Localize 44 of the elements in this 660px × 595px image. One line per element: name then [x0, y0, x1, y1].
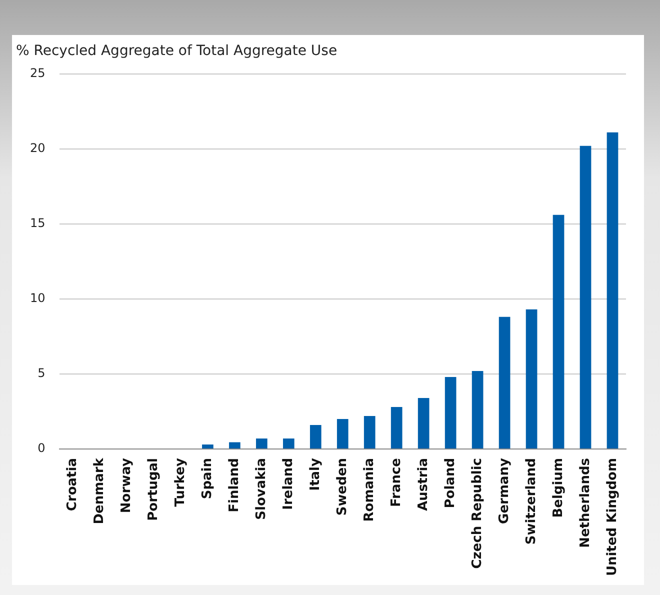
bar — [498, 316, 510, 448]
bar — [202, 444, 214, 448]
bar — [580, 146, 592, 448]
y-tick-label: 25 — [30, 66, 46, 80]
x-tick-label: Netherlands — [578, 458, 593, 548]
x-tick-label: Germany — [496, 457, 512, 524]
y-tick-label: 20 — [30, 140, 46, 155]
y-tick-label: 0 — [38, 441, 46, 456]
bar — [526, 309, 538, 448]
y-tick-label: 5 — [38, 366, 46, 380]
x-tick-label: Portugal — [146, 458, 162, 521]
bar — [390, 406, 402, 448]
bar — [229, 442, 240, 448]
bar — [444, 376, 456, 448]
x-tick-label: Romania — [362, 458, 377, 522]
bar — [472, 370, 484, 448]
x-tick-label: Switzerland — [524, 458, 539, 545]
bar — [418, 398, 430, 448]
x-tick-label: Spain — [200, 458, 216, 500]
x-tick-label: Poland — [442, 458, 458, 508]
x-tick-label: Norway — [119, 457, 134, 514]
bar — [336, 418, 348, 448]
x-tick-label: Czech Republic — [470, 458, 485, 569]
bar — [552, 214, 564, 448]
chart-title: % Recycled Aggregate of Total Aggregate Use — [16, 43, 338, 60]
x-tick-label: Slovakia — [254, 458, 270, 520]
y-tick-label: 10 — [30, 291, 46, 306]
x-tick-label: Italy — [308, 457, 324, 491]
x-tick-label: Croatia — [65, 458, 80, 512]
y-tick-label: 15 — [30, 216, 46, 230]
x-tick-label: Ireland — [281, 458, 296, 510]
x-tick-label: Belgium — [550, 458, 566, 518]
bar — [606, 132, 618, 448]
x-tick-label: Finland — [227, 458, 242, 512]
x-tick-label: France — [388, 458, 404, 508]
x-tick-label: Sweden — [335, 458, 350, 516]
bar — [364, 416, 376, 448]
x-tick-label: United Kingdom — [604, 458, 620, 576]
bar — [282, 438, 294, 448]
bar — [310, 424, 322, 448]
bar — [256, 438, 268, 448]
x-tick-label: Austria — [416, 458, 431, 511]
x-tick-label: Turkey — [173, 457, 188, 507]
x-tick-label: Denmark — [92, 458, 108, 524]
